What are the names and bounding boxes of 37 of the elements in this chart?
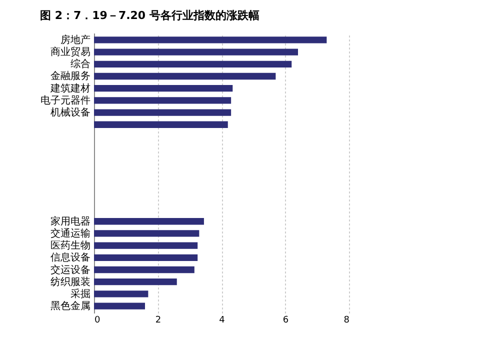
y-tick-label: 家用电器 [50,215,90,228]
y-tick-label: 商业贸易 [50,46,90,58]
y-tick-label: 医药生物 [50,240,90,252]
y-tick-label: 机械设备 [50,106,90,119]
x-tick-label: 2 [155,316,162,326]
bar [94,48,298,56]
bar [94,278,177,286]
x-tick-label: 4 [219,316,226,326]
bar [94,254,198,261]
bar [94,230,200,237]
y-tick-label: 综合 [70,58,90,70]
bar [94,72,276,80]
bar [94,302,145,310]
x-tick-label: 6 [282,316,289,326]
chart-title: 图 2：7．19－7.20 号各行业指数的涨跌幅 [40,9,260,22]
bar [94,109,232,116]
y-tick-label: 采掘 [70,288,90,300]
y-tick-label: 建筑建材 [50,82,90,94]
bar [94,121,228,128]
bar [94,60,292,68]
bar [94,36,327,44]
x-tick-label: 8 [344,316,350,326]
y-tick-label: 信息设备 [50,252,90,264]
bar [94,218,204,225]
y-tick-label: 纺织服装 [50,276,90,288]
y-tick-label: 电子元器件 [40,94,90,106]
bar [94,85,233,92]
bar [94,290,148,298]
y-tick-label: 黑色金属 [50,300,90,312]
x-tick-label: 0 [94,316,100,326]
y-tick-label: 房地产 [60,34,90,46]
y-tick-label: 交运设备 [50,264,90,276]
bar [94,97,232,104]
y-tick-label: 金融服务 [50,70,90,82]
bar [94,266,194,274]
y-tick-label: 交通运输 [50,227,90,240]
bar [94,242,198,249]
